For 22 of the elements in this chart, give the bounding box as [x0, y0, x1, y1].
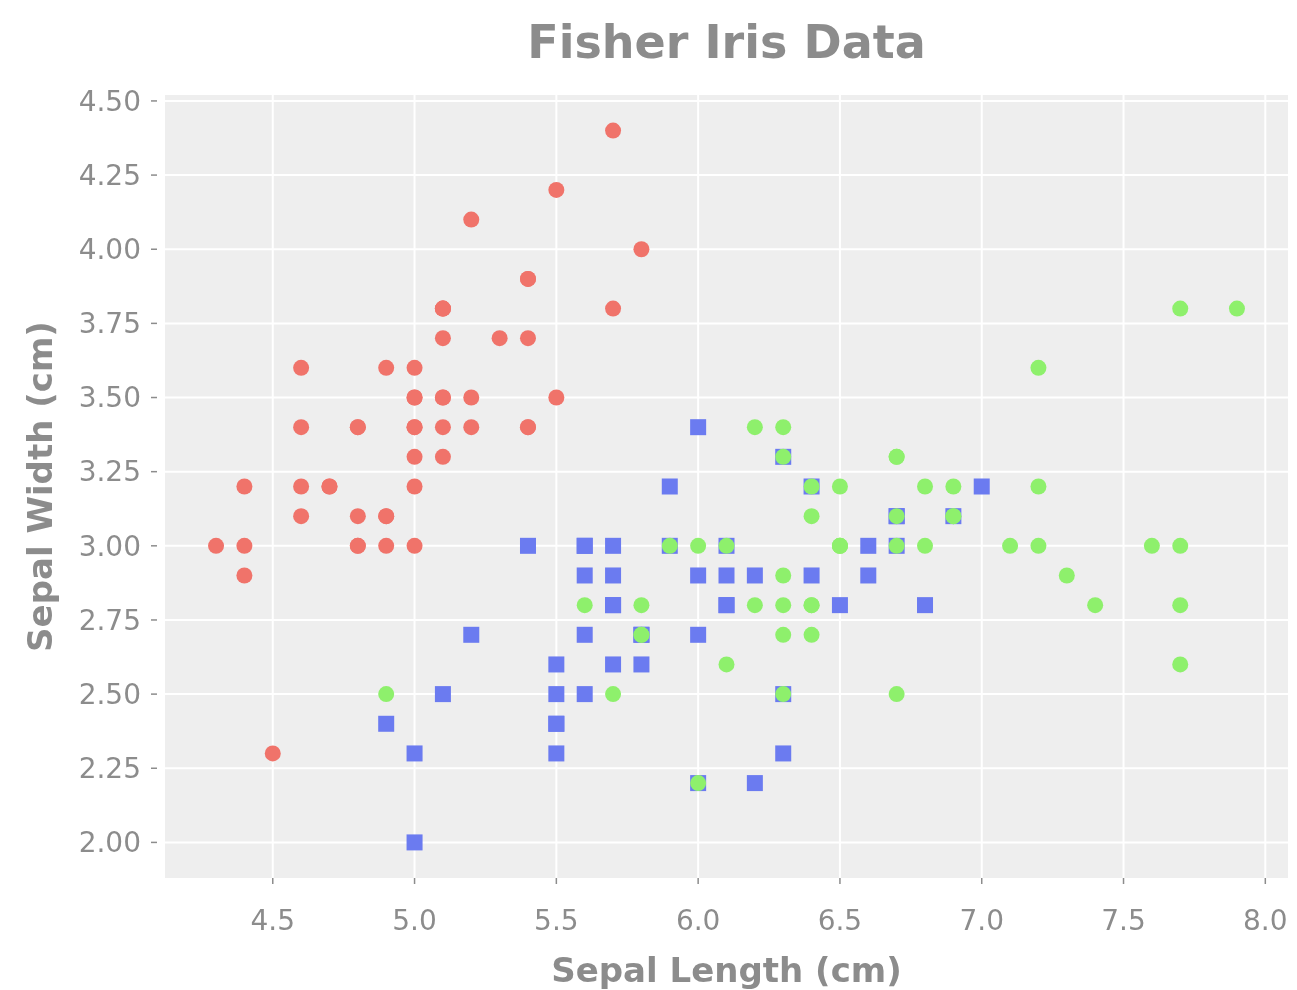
chart-title: Fisher Iris Data — [527, 15, 926, 69]
y-tick-label: 2.25 — [78, 752, 141, 786]
y-tick-label: 3.25 — [78, 455, 141, 489]
y-tick-label: 2.50 — [78, 677, 141, 711]
x-tick-label: 6.5 — [817, 904, 863, 937]
y-axis-title: Sepal Width (cm) — [20, 321, 60, 652]
x-tick-label: 8.0 — [1243, 904, 1288, 937]
x-tick-label: 5.5 — [534, 904, 579, 937]
x-tick-label: 6.0 — [675, 904, 721, 937]
x-tick-label: 5.0 — [392, 904, 437, 937]
x-axis-title: Sepal Length (cm) — [551, 950, 902, 990]
x-tick-label: 7.5 — [1101, 904, 1146, 937]
y-tick-label: 3.00 — [78, 529, 141, 563]
y-tick-label: 4.00 — [78, 233, 141, 267]
x-tick-label: 7.0 — [959, 904, 1004, 937]
y-tick-label: 3.50 — [78, 381, 141, 415]
x-tick-label: 4.5 — [250, 904, 296, 937]
y-tick-label: 4.25 — [78, 158, 141, 192]
y-tick-label: 4.50 — [78, 84, 141, 118]
y-tick-label: 3.75 — [78, 307, 141, 341]
y-tick-label: 2.00 — [78, 826, 141, 860]
y-tick-label: 2.75 — [78, 603, 141, 637]
